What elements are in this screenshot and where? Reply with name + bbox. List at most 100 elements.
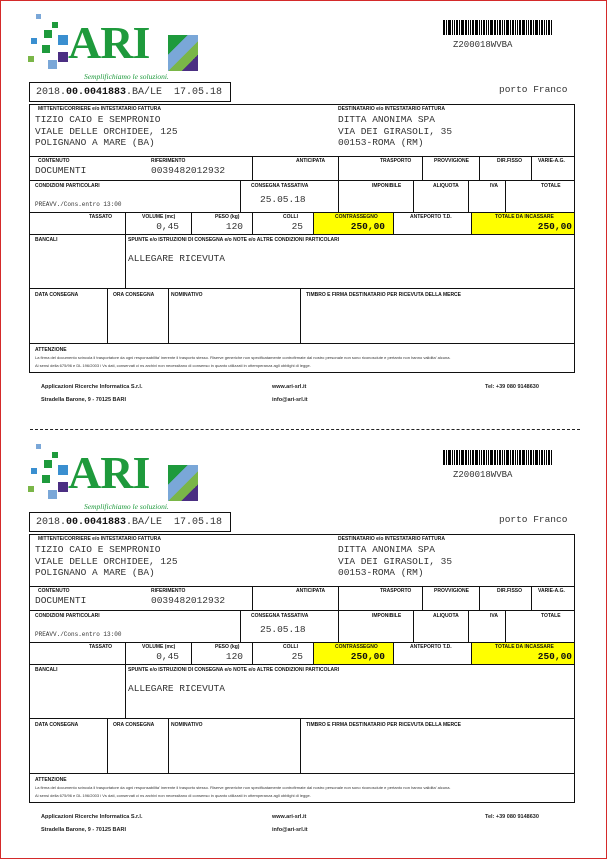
cut-line bbox=[30, 429, 580, 430]
footer-email[interactable]: info@ari-srl.it bbox=[272, 827, 308, 833]
barcode-bar bbox=[517, 20, 518, 35]
barcode-bar bbox=[454, 20, 455, 35]
contrassegno-value: 250,00 bbox=[350, 651, 385, 662]
barcode-bar bbox=[539, 20, 540, 35]
footer-company: Applicazioni Ricerche Informatica S.r.l. bbox=[41, 384, 143, 390]
doc-suffix: .BA/LE 17.05.18 bbox=[126, 517, 223, 528]
barcode-bar bbox=[490, 20, 493, 35]
barcode-bar bbox=[551, 20, 552, 35]
label-contenuto: CONTENUTO bbox=[38, 588, 70, 594]
barcode-bar bbox=[488, 20, 489, 35]
barcode-bar bbox=[522, 20, 525, 35]
barcode-bar bbox=[522, 450, 525, 465]
recipient-address: DITTA ANONIMA SPA VIA DEI GIRASOLI, 35 001… bbox=[338, 544, 453, 578]
label-aliquota: ALIQUOTA bbox=[433, 613, 459, 619]
barcode-bar bbox=[459, 450, 460, 465]
footer-web[interactable]: www.ari-srl.it bbox=[272, 384, 307, 390]
label-attenzione: ATTENZIONE bbox=[35, 777, 67, 783]
barcode-bar bbox=[533, 20, 534, 35]
barcode-bar bbox=[512, 20, 514, 35]
barcode-bar bbox=[486, 20, 487, 35]
label-anticipata: ANTICIPATA bbox=[296, 588, 326, 594]
barcode-bar bbox=[502, 450, 503, 465]
consegna-tassativa-value: 25.05.18 bbox=[260, 624, 306, 635]
shipping-document-copy: ARI Semplifichiamo le soluzioni. Z200018… bbox=[0, 430, 607, 860]
barcode-bar bbox=[454, 450, 455, 465]
recipient-address: DITTA ANONIMA SPA VIA DEI GIRASOLI, 35 001… bbox=[338, 114, 453, 148]
porto-type: porto Franco bbox=[499, 84, 568, 95]
label-bancali: BANCALI bbox=[35, 667, 58, 673]
barcode-bar bbox=[528, 20, 529, 35]
document-number: 2018.00.0041883.BA/LE 17.05.18 bbox=[29, 512, 231, 532]
barcode-text: Z200018WVBA bbox=[453, 470, 513, 480]
label-totale-incassare: TOTALE DA INCASSARE bbox=[495, 214, 554, 220]
label-varie: VARIE-A.G. bbox=[538, 588, 565, 594]
barcode-bar bbox=[461, 20, 464, 35]
barcode-bar bbox=[481, 20, 482, 35]
contrassegno-value: 250,00 bbox=[350, 221, 385, 232]
label-contrassegno: CONTRASSEGNO bbox=[335, 644, 378, 650]
barcode-bar bbox=[541, 450, 543, 465]
riferimento-value: 0039482012932 bbox=[151, 165, 226, 176]
barcode-bar bbox=[470, 450, 471, 465]
contenuto-value: DOCUMENTI bbox=[35, 165, 87, 176]
label-peso: PESO (kg) bbox=[215, 214, 240, 220]
label-totale: TOTALE bbox=[541, 613, 561, 619]
barcode-bar bbox=[488, 450, 489, 465]
doc-number-bold: 00.0041883 bbox=[66, 87, 127, 98]
colli-value: 25 bbox=[291, 651, 303, 662]
label-timbro: TIMBRO E FIRMA DESTINATARIO PER RICEVUTA… bbox=[306, 292, 461, 298]
label-data-consegna: DATA CONSEGNA bbox=[35, 292, 79, 298]
label-totale: TOTALE bbox=[541, 183, 561, 189]
barcode-bar bbox=[452, 450, 453, 465]
label-volume: VOLUME (mc) bbox=[142, 644, 176, 650]
shipping-document-copy: ARI Semplifichiamo le soluzioni. Z200018… bbox=[28, 14, 575, 403]
label-tassato: TASSATO bbox=[89, 644, 113, 650]
label-data-consegna: DATA CONSEGNA bbox=[35, 722, 79, 728]
label-totale-incassare: TOTALE DA INCASSARE bbox=[495, 644, 554, 650]
document-number: 2018.00.0041883.BA/LE 17.05.18 bbox=[29, 82, 231, 102]
barcode-bar bbox=[497, 20, 498, 35]
barcode-bar bbox=[530, 20, 532, 35]
attenzione-box bbox=[29, 773, 575, 803]
colli-value: 25 bbox=[291, 221, 303, 232]
label-trasporto: TRASPORTO bbox=[380, 158, 412, 164]
label-anticipata: ANTICIPATA bbox=[296, 158, 326, 164]
barcode-bar bbox=[481, 450, 482, 465]
label-anteporto: ANTEPORTO T.D. bbox=[410, 644, 452, 650]
barcode-bar bbox=[539, 450, 540, 465]
doc-number-bold: 00.0041883 bbox=[66, 517, 127, 528]
label-ora-consegna: ORA CONSEGNA bbox=[113, 292, 155, 298]
label-imponibile: IMPONIBILE bbox=[372, 183, 402, 189]
footer-email[interactable]: info@ari-srl.it bbox=[272, 397, 308, 403]
barcode-bar bbox=[519, 450, 521, 465]
note-value: ALLEGARE RICEVUTA bbox=[128, 683, 225, 694]
riferimento-value: 0039482012932 bbox=[151, 595, 226, 606]
barcode-bar bbox=[479, 20, 480, 35]
attenzione-text-1: La firma del documento svincola il trasp… bbox=[35, 785, 451, 790]
footer-web[interactable]: www.ari-srl.it bbox=[272, 814, 307, 820]
totale-incassare-value: 250,00 bbox=[537, 651, 572, 662]
label-timbro: TIMBRO E FIRMA DESTINATARIO PER RICEVUTA… bbox=[306, 722, 461, 728]
doc-year: 2018. bbox=[36, 517, 67, 528]
barcode-bar bbox=[479, 450, 480, 465]
barcode-bar bbox=[472, 450, 474, 465]
label-attenzione: ATTENZIONE bbox=[35, 347, 67, 353]
barcode-bar bbox=[506, 20, 509, 35]
attenzione-text-2: Ai sensi della 675/96 e DL 196/2003 i Vs… bbox=[35, 793, 311, 798]
consegna-tassativa-value: 25.05.18 bbox=[260, 194, 306, 205]
barcode-bar bbox=[502, 20, 503, 35]
footer-company: Applicazioni Ricerche Informatica S.r.l. bbox=[41, 814, 143, 820]
barcode-bar bbox=[459, 20, 460, 35]
attenzione-text-2: Ai sensi della 675/96 e DL 196/2003 i Vs… bbox=[35, 363, 311, 368]
label-condizioni: CONDIZIONI PARTICOLARI bbox=[35, 183, 100, 189]
label-colli: COLLI bbox=[283, 644, 298, 650]
label-nominativo: NOMINATIVO bbox=[171, 292, 203, 298]
label-riferimento: RIFERIMENTO bbox=[151, 588, 186, 594]
volume-value: 0,45 bbox=[156, 651, 179, 662]
barcode-bar bbox=[494, 450, 496, 465]
logo-text: ARI bbox=[68, 447, 150, 498]
barcode-bar bbox=[494, 20, 496, 35]
label-contenuto: CONTENUTO bbox=[38, 158, 70, 164]
logo-text: ARI bbox=[68, 17, 150, 68]
